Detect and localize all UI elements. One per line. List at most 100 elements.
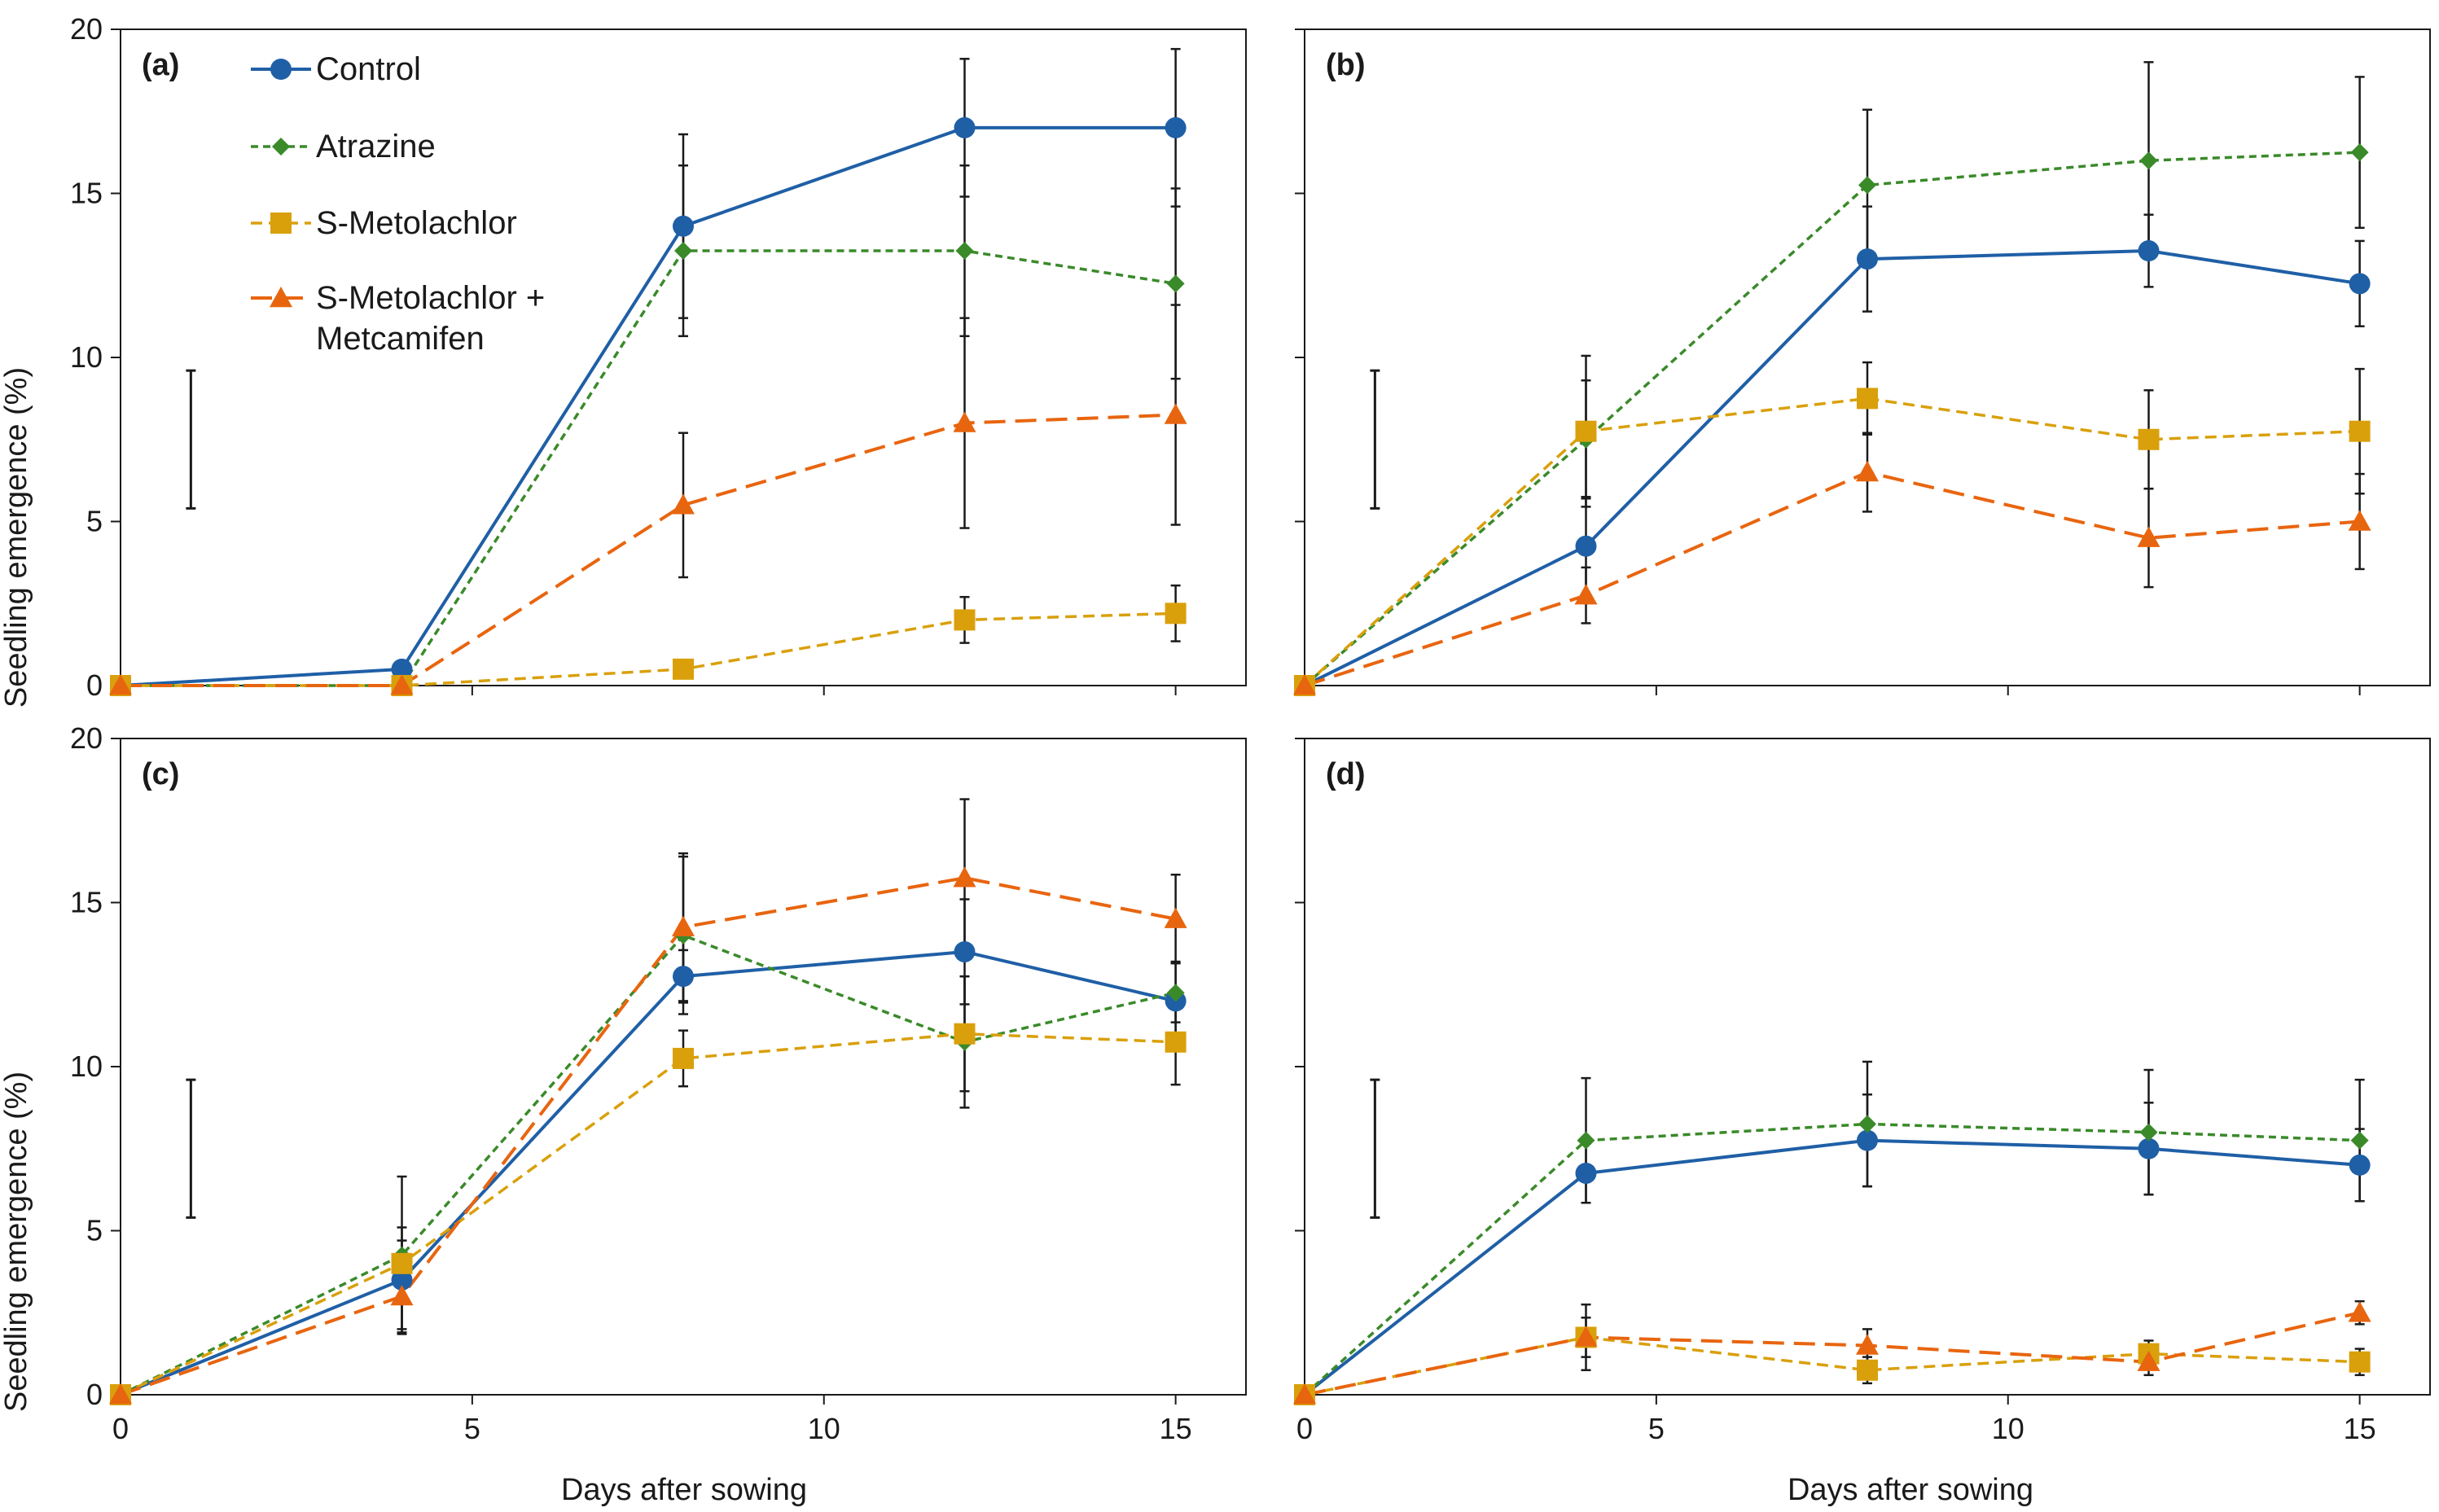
legend-label-s-metolachlor-metcamifen: S-Metolachlor + Metcamifen: [316, 280, 554, 357]
legend-entry-s-metolachlor: S-Metolachlor: [251, 205, 517, 241]
data-point-s-metolachlor-metcamifen: [1164, 907, 1187, 928]
y-tick-label: 0: [86, 668, 103, 702]
y-tick-label: 5: [86, 1214, 103, 1247]
data-point-s-metolachlor-metcamifen: [2137, 1350, 2160, 1371]
data-point-s-metolachlor-metcamifen: [2137, 526, 2160, 547]
legend-label-line-1: S-Metolachlor +: [316, 280, 545, 316]
data-point-s-metolachlor-metcamifen: [1574, 584, 1598, 605]
data-point-s-metolachlor-metcamifen: [1856, 1334, 1879, 1355]
data-point-atrazine: [1166, 984, 1185, 1002]
x-tick-label: 0: [112, 1412, 129, 1445]
data-point-s-metolachlor-metcamifen: [672, 493, 695, 515]
x-tick-label: 15: [1160, 1412, 1192, 1445]
y-tick-label: 10: [70, 340, 103, 374]
legend-marker-s-metolachlor-metcamifen: [270, 287, 292, 308]
x-tick-label: 15: [2344, 1412, 2376, 1445]
data-point-s-metolachlor-metcamifen: [1293, 1383, 1316, 1405]
legend-marker: [270, 59, 292, 80]
panel-c: 0 5 10 15 20 0 5 10 15 (c): [70, 721, 1247, 1445]
data-point-s-metolachlor: [1857, 1359, 1878, 1381]
panel-b: (b): [1293, 28, 2431, 696]
legend-marker-s-metolachlor: [270, 213, 292, 234]
data-point-atrazine: [1166, 274, 1185, 293]
data-point-atrazine: [2139, 151, 2158, 170]
data-point-control: [1165, 116, 1187, 138]
data-point-s-metolachlor-metcamifen: [672, 915, 695, 936]
data-point-control: [2349, 1154, 2371, 1176]
data-point-atrazine: [955, 242, 974, 261]
data-point-control: [954, 940, 976, 962]
legend: Control Atrazine S-Metolachlor S-Metolac…: [251, 51, 554, 357]
panel-label: (d): [1326, 757, 1366, 791]
x-tick-label: 0: [1296, 1412, 1313, 1445]
data-point-atrazine: [1858, 1115, 1876, 1133]
data-point-s-metolachlor-metcamifen: [1293, 674, 1316, 695]
legend-marker: [272, 138, 290, 156]
data-point-control: [673, 215, 694, 237]
data-point-s-metolachlor-metcamifen: [1856, 461, 1879, 482]
data-point-s-metolachlor-metcamifen: [2348, 1301, 2371, 1322]
data-point-control: [1857, 1129, 1878, 1151]
data-point-s-metolachlor: [391, 1252, 413, 1274]
legend-entry-atrazine: Atrazine: [251, 129, 436, 164]
data-point-s-metolachlor-metcamifen: [109, 1383, 132, 1405]
data-point-s-metolachlor-metcamifen: [1574, 1326, 1598, 1347]
data-point-s-metolachlor: [1165, 1031, 1187, 1053]
data-point-control: [1575, 1162, 1597, 1184]
legend-marker-control: [270, 59, 292, 80]
data-point-s-metolachlor: [673, 1047, 694, 1069]
data-point-control: [2138, 1137, 2160, 1159]
legend-label-line-2: Metcamifen: [316, 321, 485, 357]
data-point-s-metolachlor-metcamifen: [390, 1285, 414, 1306]
data-point-s-metolachlor-metcamifen: [2348, 510, 2371, 531]
data-point-s-metolachlor: [1165, 603, 1187, 625]
panel-a: 0 5 10 15 20 (a): [70, 12, 1247, 702]
data-point-s-metolachlor: [2138, 428, 2160, 450]
data-point-s-metolachlor: [2349, 420, 2371, 442]
data-point-s-metolachlor-metcamifen: [953, 866, 976, 887]
data-point-control: [391, 658, 413, 680]
data-point-s-metolachlor: [1857, 388, 1878, 410]
y-tick-label: 20: [70, 12, 103, 46]
legend-entry-control: Control: [251, 51, 421, 87]
x-tick-label: 5: [464, 1412, 480, 1445]
legend-label-control: Control: [316, 51, 421, 87]
data-point-s-metolachlor: [954, 1023, 976, 1045]
panel-label: (b): [1326, 48, 1366, 82]
y-tick-label: 5: [86, 505, 103, 538]
data-point-control: [391, 1269, 413, 1291]
x-axis-title-right: Days after sowing: [1788, 1473, 2033, 1507]
y-tick-label: 20: [70, 721, 103, 755]
panel-label: (c): [142, 757, 179, 791]
data-point-s-metolachlor: [954, 609, 976, 631]
series-line-s-metolachlor: [120, 1032, 1176, 1396]
data-point-atrazine: [2350, 143, 2369, 162]
data-point-s-metolachlor-metcamifen: [1164, 403, 1187, 424]
data-point-atrazine: [1577, 1131, 1595, 1150]
data-point-control: [2349, 273, 2371, 295]
panel-d: 0 5 10 15 (d): [1293, 738, 2431, 1445]
x-tick-label: 10: [1992, 1412, 2024, 1445]
x-tick-label: 5: [1648, 1412, 1665, 1445]
data-point-control: [1857, 248, 1878, 270]
series-line-atrazine: [1303, 151, 2360, 687]
series-line-s-metolachlor: [1304, 1335, 2360, 1396]
data-point-control: [673, 966, 694, 988]
legend-marker-atrazine: [272, 138, 290, 156]
data-point-atrazine: [2139, 1123, 2158, 1142]
legend-label-atrazine: Atrazine: [316, 129, 436, 164]
legend-entry-s-metolachlor-metcamifen: S-Metolachlor + Metcamifen: [251, 280, 554, 357]
x-axis-title-left: Days after sowing: [561, 1473, 807, 1507]
x-tick-label: 10: [808, 1412, 840, 1445]
legend-marker: [270, 287, 292, 308]
data-point-s-metolachlor: [2349, 1351, 2371, 1373]
y-tick-label: 0: [86, 1378, 103, 1411]
data-point-s-metolachlor: [673, 658, 694, 680]
data-point-control: [1575, 535, 1597, 557]
y-axis-title-bottom: Seedling emergence (%): [0, 1072, 33, 1412]
y-tick-label: 15: [70, 886, 103, 919]
data-point-s-metolachlor: [1575, 420, 1597, 442]
data-point-atrazine: [2350, 1131, 2369, 1150]
data-point-atrazine: [674, 242, 692, 261]
